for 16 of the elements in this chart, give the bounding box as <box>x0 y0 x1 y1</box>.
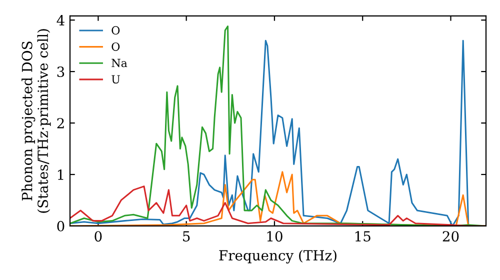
legend-label: Na <box>112 58 128 68</box>
x-tick-label: 0 <box>94 231 102 242</box>
x-tick-label: 5 <box>183 231 190 242</box>
x-axis-title: Frequency (THz) <box>219 250 336 264</box>
legend-label: O <box>112 42 120 51</box>
y-tick-label: 1 <box>58 169 64 180</box>
x-tick-label: 15 <box>355 231 370 242</box>
legend-label: O <box>112 26 120 35</box>
x-tick-label: 10 <box>267 231 282 242</box>
x-tick-label: 20 <box>442 231 459 242</box>
y-tick-label: 0 <box>57 220 64 232</box>
legend-label: U <box>112 75 120 84</box>
y-tick-label: 4 <box>56 15 64 26</box>
y-axis-title: Phonon projected DOS (States/THz·primitive cell) <box>22 29 51 213</box>
y-tick-label: 3 <box>57 66 64 78</box>
y-tick-label: 2 <box>57 118 64 128</box>
